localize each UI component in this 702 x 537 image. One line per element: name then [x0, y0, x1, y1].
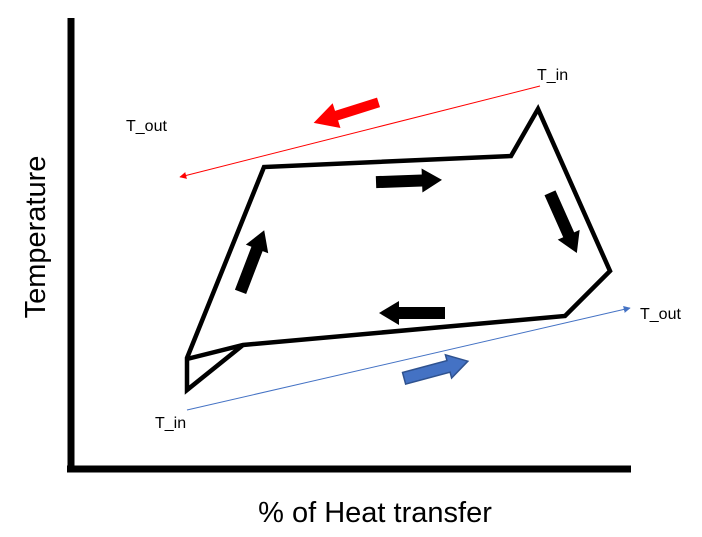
x-axis-label: % of Heat transfer	[258, 497, 492, 529]
hot-outlet-label: T_out	[126, 118, 167, 135]
cycle-arrow-right	[544, 190, 580, 254]
hot-stream-direction-arrow	[313, 97, 381, 129]
cycle-arrow-bottom	[379, 301, 445, 325]
cycle-arrow-left	[234, 230, 269, 295]
cold-stream-line	[186, 306, 631, 411]
cycle-arrow-top	[375, 168, 442, 193]
cold-stream-direction-arrow	[401, 353, 470, 385]
y-axis-label: Temperature	[20, 156, 52, 319]
cycle-loop	[184, 104, 613, 395]
hot-inlet-label: T_in	[537, 67, 568, 84]
hot-stream-line	[179, 85, 541, 179]
cold-inlet-label: T_in	[155, 415, 186, 432]
cold-outlet-label: T_out	[640, 306, 681, 323]
